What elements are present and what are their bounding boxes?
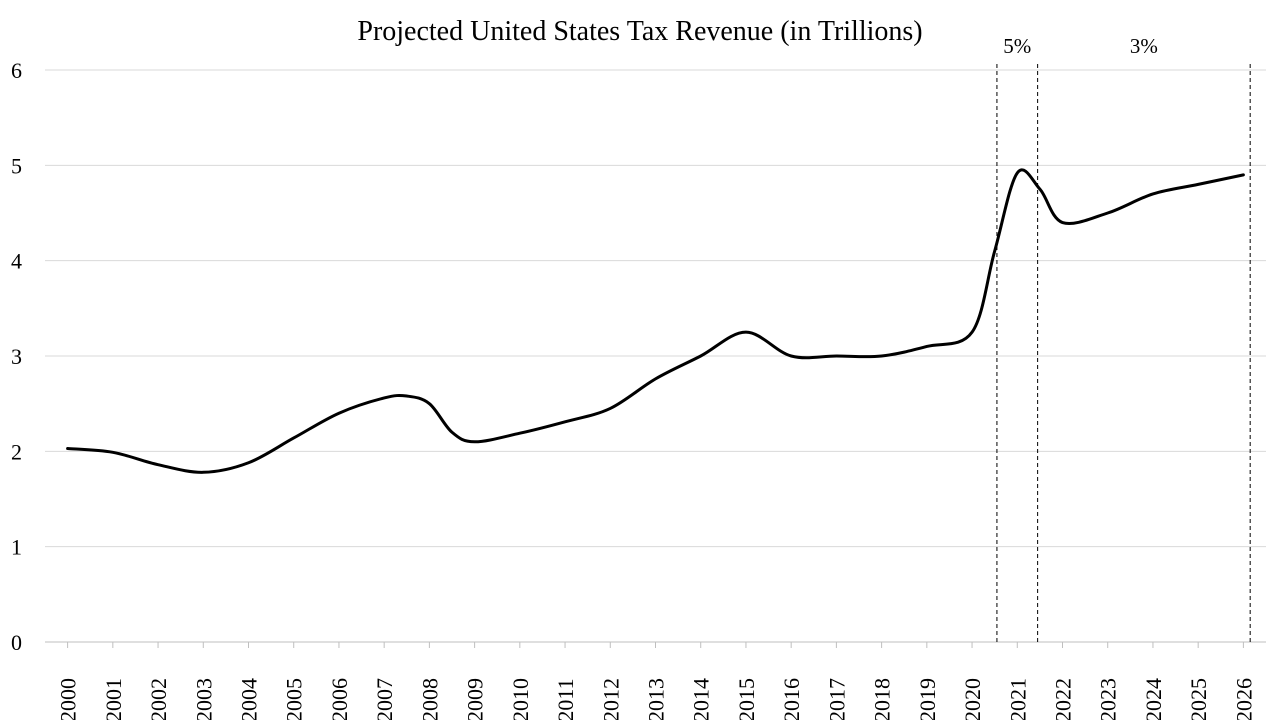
x-axis: 2000 2001 2002 2003 2004 2005 2006 2007 2008 2009… — [56, 642, 1256, 720]
x-tick-label: 2006 — [327, 678, 352, 720]
x-tick-label: 2001 — [101, 678, 126, 720]
x-tick-label: 2016 — [779, 678, 804, 720]
x-tick-label: 2014 — [689, 678, 714, 720]
x-tick-label: 2021 — [1005, 678, 1030, 720]
x-tick-label: 2018 — [870, 678, 895, 720]
y-tick-label: 3 — [11, 344, 22, 369]
series — [66, 168, 1245, 474]
reference-lines — [996, 64, 1251, 642]
x-tick-label: 2024 — [1141, 678, 1166, 720]
x-tick-label: 2003 — [191, 678, 216, 720]
y-tick-label: 1 — [11, 535, 22, 560]
annotations: 5% 3% — [1003, 34, 1158, 58]
y-tick-label: 6 — [11, 58, 22, 83]
gridlines — [45, 69, 1266, 643]
x-tick-label: 2009 — [463, 678, 488, 720]
tax-revenue-line — [66, 168, 1245, 474]
growth-rate-annotation: 3% — [1130, 34, 1158, 58]
growth-rate-annotation: 5% — [1003, 34, 1031, 58]
x-tick-label: 2000 — [56, 678, 81, 720]
x-tick-label: 2004 — [237, 678, 262, 720]
x-tick-label: 2011 — [553, 678, 578, 720]
y-axis: 0 1 2 3 4 5 6 — [11, 58, 22, 655]
x-tick-label: 2005 — [282, 678, 307, 720]
x-tick-label: 2007 — [372, 678, 397, 720]
x-tick-label: 2017 — [824, 678, 849, 720]
x-tick-label: 2015 — [734, 678, 759, 720]
x-tick-label: 2022 — [1051, 678, 1076, 720]
y-tick-label: 2 — [11, 439, 22, 464]
y-tick-label: 4 — [11, 249, 22, 274]
x-tick-label: 2020 — [960, 678, 985, 720]
y-tick-label: 0 — [11, 630, 22, 655]
x-tick-label: 2025 — [1186, 678, 1211, 720]
x-tick-label: 2002 — [146, 678, 171, 720]
x-tick-label: 2023 — [1096, 678, 1121, 720]
x-tick-label: 2008 — [417, 678, 442, 720]
x-tick-label: 2019 — [915, 678, 940, 720]
x-tick-label: 2013 — [644, 678, 669, 720]
x-tick-label: 2026 — [1231, 678, 1256, 720]
x-tick-label: 2010 — [508, 678, 533, 720]
x-tick-label: 2012 — [598, 678, 623, 720]
chart-title: Projected United States Tax Revenue (in … — [357, 16, 922, 47]
y-tick-label: 5 — [11, 153, 22, 178]
